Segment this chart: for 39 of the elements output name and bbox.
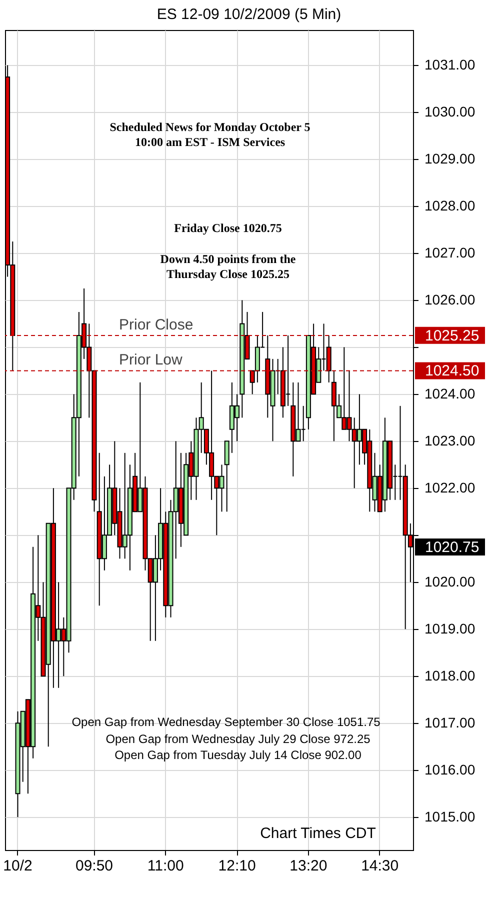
y-tick-label: 1015.00 xyxy=(424,808,476,825)
candlestick xyxy=(250,370,255,395)
annotation: Down 4.50 points from the xyxy=(160,252,296,266)
text: 1025.25 xyxy=(425,327,480,344)
y-tick-label: 1022.00 xyxy=(424,480,476,496)
y-tick-label: 1027.00 xyxy=(424,244,476,261)
y-tick-label: 1020.00 xyxy=(424,574,476,590)
y-tick-label: 1024.00 xyxy=(424,386,476,402)
chart-title: ES 12-09 10/2/2009 (5 Min) xyxy=(156,6,342,23)
candlestick xyxy=(224,440,230,512)
annotation: Open Gap from Tuesday July 14 Close 902.00 xyxy=(114,748,362,762)
y-tick-label: 1017.00 xyxy=(424,714,476,731)
x-tick-label: 14:30 xyxy=(361,858,399,874)
x-tick-label: 13:20 xyxy=(290,858,328,874)
y-tick-label: 1023.00 xyxy=(424,432,476,449)
text: 1020.75 xyxy=(425,539,480,556)
y-tick-label: 1019.00 xyxy=(424,620,476,637)
annotation: Chart Times CDT xyxy=(260,825,376,842)
annotation: Open Gap from Wednesday July 29 Close 972.25 xyxy=(106,732,371,746)
annotation: Open Gap from Wednesday September 30 Close 1051.75 xyxy=(72,715,381,729)
annotation: Scheduled News for Monday October 5 xyxy=(110,120,310,134)
y-tick-label: 1031.00 xyxy=(424,56,476,73)
x-tick-label: 11:00 xyxy=(147,858,184,874)
y-tick-label: 1018.00 xyxy=(424,668,476,684)
y-tick-label: 1028.00 xyxy=(424,198,476,214)
ref-line-label: Prior Low xyxy=(119,352,183,369)
annotation: 10:00 am EST - ISM Services xyxy=(134,135,286,149)
candlestick xyxy=(326,334,332,383)
x-tick-label: 12:10 xyxy=(218,858,256,874)
annotation: Friday Close 1020.75 xyxy=(174,221,282,235)
y-tick-label: 1026.00 xyxy=(424,292,476,308)
text: 1024.50 xyxy=(425,362,480,380)
x-tick-label: 09:50 xyxy=(75,858,114,874)
y-tick-label: 1030.00 xyxy=(424,104,476,120)
ref-line-label: Prior Close xyxy=(119,316,194,334)
x-tick-label: 10/2 xyxy=(3,858,32,874)
y-tick-label: 1029.00 xyxy=(424,150,476,167)
y-tick-label: 1016.00 xyxy=(424,762,476,778)
annotation: Thursday Close 1025.25 xyxy=(166,267,290,281)
